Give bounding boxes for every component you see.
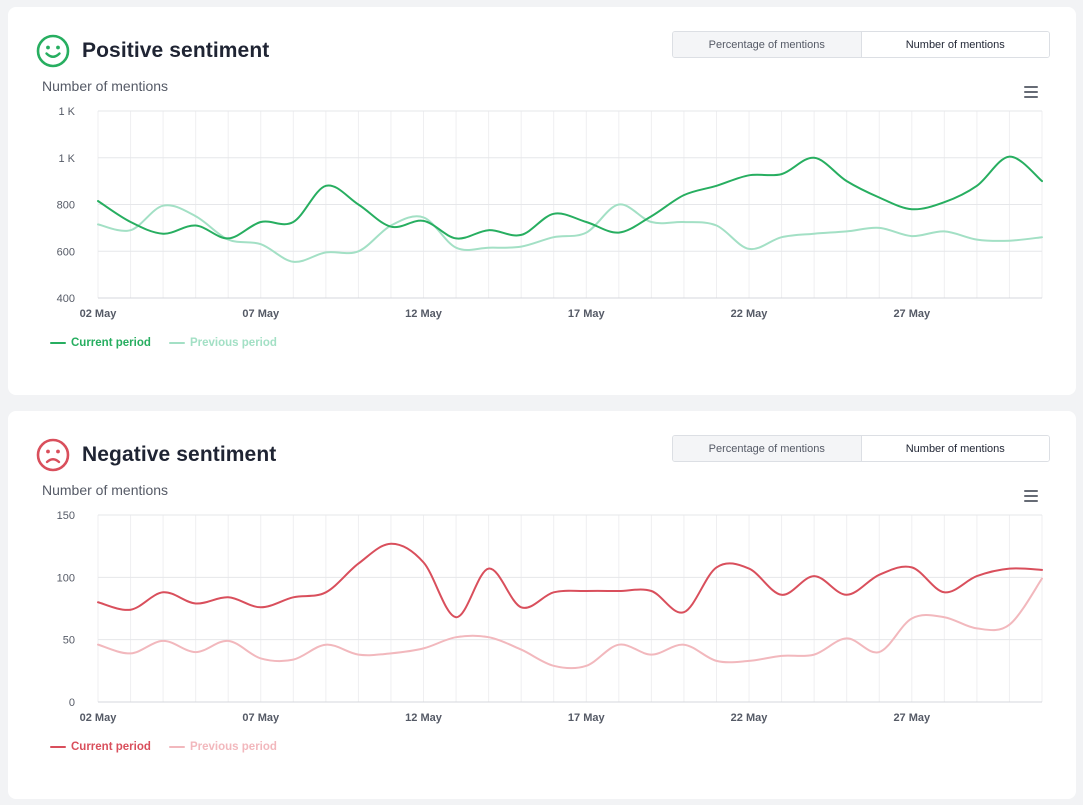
y-tick-label: 100	[57, 572, 75, 584]
number-of-mentions-button[interactable]: Number of mentions	[860, 32, 1049, 57]
legend-previous-period[interactable]: Previous period	[169, 741, 277, 753]
legend-previous-period[interactable]: Previous period	[169, 337, 277, 349]
x-tick-label: 22 May	[731, 308, 769, 320]
legend-swatch-current	[50, 746, 66, 748]
hamburger-menu-icon[interactable]	[1024, 86, 1038, 98]
smile-face-icon	[36, 34, 70, 68]
percentage-of-mentions-button[interactable]: Percentage of mentions	[673, 436, 861, 461]
x-tick-label: 27 May	[893, 712, 931, 724]
x-tick-label: 02 May	[80, 712, 118, 724]
number-of-mentions-button[interactable]: Number of mentions	[860, 436, 1049, 461]
legend-swatch-current	[50, 342, 66, 344]
page-title-positive: Positive sentiment	[82, 39, 270, 62]
legend-current-period[interactable]: Current period	[50, 741, 151, 753]
x-tick-label: 17 May	[568, 712, 606, 724]
x-tick-label: 12 May	[405, 712, 443, 724]
y-tick-label: 600	[57, 246, 75, 258]
y-tick-label: 800	[57, 200, 75, 212]
hamburger-menu-icon[interactable]	[1024, 490, 1038, 502]
sad-face-icon	[36, 438, 70, 472]
legend-label-current: Current period	[71, 337, 151, 349]
x-tick-label: 07 May	[242, 712, 280, 724]
positive-title-row: Positive sentiment	[36, 33, 269, 69]
negative-metric-toggle: Percentage of mentions Number of mention…	[672, 435, 1050, 462]
series-line-previous-period	[97, 203, 1043, 263]
x-tick-label: 12 May	[405, 308, 443, 320]
x-tick-label: 27 May	[893, 308, 931, 320]
legend-label-previous: Previous period	[190, 337, 277, 349]
y-tick-label: 1 K	[58, 153, 75, 165]
x-tick-label: 07 May	[242, 308, 280, 320]
y-tick-label: 400	[57, 293, 75, 305]
negative-title-row: Negative sentiment	[36, 437, 276, 473]
y-tick-label: 1 K	[58, 106, 75, 118]
negative-line-chart: 150 100 50 0 02 May 07 May 12 May 17 May 22 May 2…	[57, 510, 1043, 724]
y-tick-label: 0	[69, 697, 75, 709]
positive-metric-toggle: Percentage of mentions Number of mention…	[672, 31, 1050, 58]
legend-swatch-previous	[169, 746, 185, 748]
y-tick-label: 150	[57, 510, 75, 522]
percentage-of-mentions-button[interactable]: Percentage of mentions	[673, 32, 861, 57]
x-tick-label: 17 May	[568, 308, 606, 320]
legend-swatch-previous	[169, 342, 185, 344]
legend-label-previous: Previous period	[190, 741, 277, 753]
x-tick-label: 22 May	[731, 712, 769, 724]
series-line-current-period	[97, 155, 1043, 240]
positive-line-chart: 1 K 1 K 800 600 400 02 May 07 May 12 May 17 May 2…	[57, 106, 1043, 320]
legend-label-current: Current period	[71, 741, 151, 753]
series-line-current-period	[97, 542, 1043, 619]
series-line-previous-period	[97, 577, 1043, 670]
y-axis-label: Number of mentions	[42, 482, 169, 498]
legend-current-period[interactable]: Current period	[50, 337, 151, 349]
positive-sentiment-card: Positive sentiment Percentage of mention…	[8, 7, 1076, 395]
negative-sentiment-card: Negative sentiment Percentage of mention…	[8, 411, 1076, 799]
y-tick-label: 50	[63, 635, 75, 647]
x-tick-label: 02 May	[80, 308, 118, 320]
y-axis-label: Number of mentions	[42, 78, 169, 94]
page-title-negative: Negative sentiment	[82, 443, 277, 466]
